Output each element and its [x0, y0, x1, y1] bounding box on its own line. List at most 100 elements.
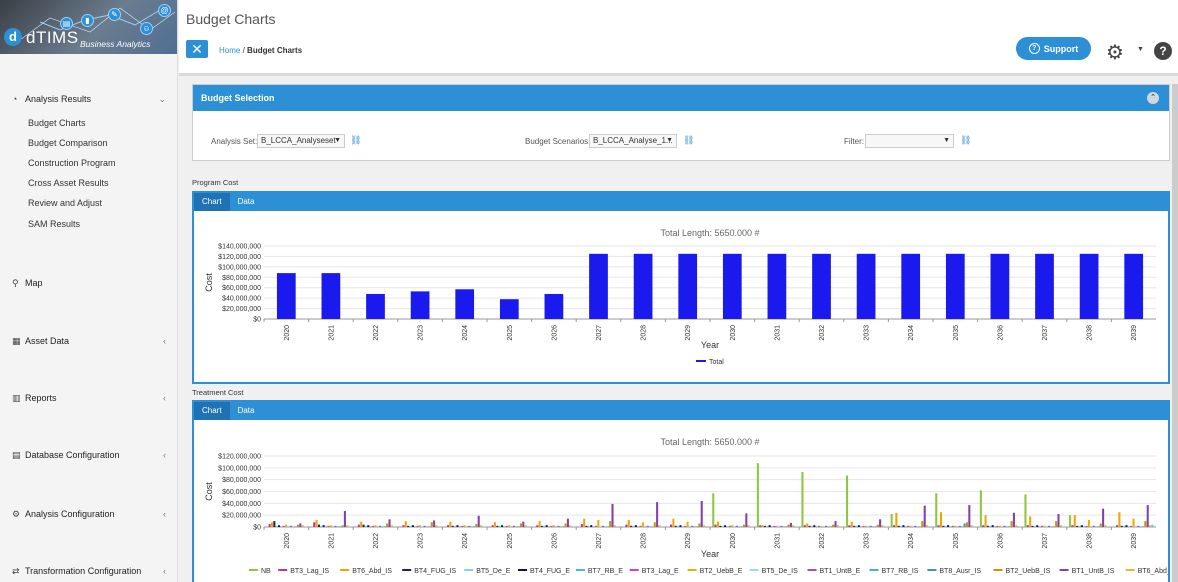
- bar[interactable]: [684, 525, 687, 527]
- bar[interactable]: [792, 525, 795, 527]
- bar[interactable]: [698, 523, 701, 527]
- bar[interactable]: [498, 525, 501, 527]
- bar[interactable]: [907, 525, 910, 527]
- bar[interactable]: [937, 525, 940, 527]
- bar[interactable]: [686, 521, 689, 527]
- bar[interactable]: [1036, 525, 1039, 527]
- bar[interactable]: [968, 505, 971, 527]
- bar[interactable]: [550, 525, 553, 527]
- legend-label[interactable]: BT6_Abd_E: [1138, 568, 1168, 575]
- bar[interactable]: [562, 526, 565, 527]
- bar[interactable]: [505, 525, 508, 527]
- bar[interactable]: [979, 490, 982, 527]
- sidebar-group-reports[interactable]: ▥ Reports ‹: [12, 390, 170, 406]
- bar[interactable]: [336, 526, 339, 527]
- bar[interactable]: [455, 289, 475, 319]
- tab-data[interactable]: Data: [237, 406, 255, 415]
- bar[interactable]: [381, 526, 384, 527]
- close-button[interactable]: ✕: [186, 40, 208, 58]
- bar[interactable]: [508, 525, 511, 527]
- logo[interactable]: ▤ ▮ ✎ ☺ @ d dTIMS Business Analytics: [0, 0, 177, 54]
- tab-chart[interactable]: Chart: [194, 193, 230, 211]
- bar[interactable]: [609, 521, 612, 527]
- bar[interactable]: [1139, 526, 1142, 527]
- bar[interactable]: [566, 518, 569, 527]
- bar[interactable]: [555, 525, 558, 527]
- sidebar-group-map[interactable]: ⚲ Map: [12, 275, 170, 291]
- bar[interactable]: [1035, 253, 1054, 319]
- bar[interactable]: [510, 525, 513, 527]
- bar[interactable]: [421, 525, 424, 527]
- bar[interactable]: [653, 522, 656, 527]
- bar[interactable]: [855, 525, 858, 527]
- bar[interactable]: [366, 293, 385, 319]
- bar[interactable]: [1130, 525, 1133, 527]
- bar[interactable]: [1151, 524, 1154, 527]
- bar[interactable]: [735, 525, 738, 527]
- bar[interactable]: [945, 253, 965, 319]
- bar[interactable]: [273, 521, 276, 527]
- bar[interactable]: [965, 522, 968, 527]
- bar[interactable]: [990, 253, 1010, 319]
- bar[interactable]: [1073, 515, 1076, 527]
- legend-label[interactable]: BT5_De_IS: [762, 568, 799, 575]
- bar[interactable]: [921, 521, 924, 527]
- bar[interactable]: [634, 525, 637, 527]
- bar[interactable]: [879, 519, 882, 527]
- bar[interactable]: [410, 291, 430, 319]
- bar[interactable]: [947, 525, 950, 527]
- bar[interactable]: [998, 525, 1001, 527]
- bar[interactable]: [770, 526, 774, 527]
- bar[interactable]: [426, 526, 429, 527]
- bar[interactable]: [942, 525, 945, 527]
- bar[interactable]: [437, 526, 440, 527]
- legend-label[interactable]: BT6_Abd_IS: [352, 568, 392, 575]
- bar[interactable]: [750, 526, 753, 527]
- bar[interactable]: [714, 524, 717, 527]
- bar[interactable]: [449, 521, 452, 527]
- bar[interactable]: [409, 525, 412, 527]
- bar[interactable]: [876, 524, 879, 527]
- bar[interactable]: [637, 526, 640, 527]
- bar[interactable]: [301, 525, 304, 527]
- caret-down-icon[interactable]: ▼: [1137, 46, 1144, 53]
- bar[interactable]: [649, 526, 652, 527]
- bar[interactable]: [705, 526, 708, 527]
- bar[interactable]: [850, 521, 853, 527]
- bar[interactable]: [414, 526, 417, 527]
- bar[interactable]: [767, 253, 787, 319]
- bar[interactable]: [722, 253, 742, 319]
- bar[interactable]: [766, 525, 769, 527]
- bar[interactable]: [402, 525, 405, 527]
- legend-label[interactable]: Total: [709, 359, 724, 366]
- budget-scenarios-select[interactable]: B_LCCA_Analyse_1... ▼: [589, 134, 677, 148]
- bar[interactable]: [435, 525, 438, 527]
- bar[interactable]: [1052, 526, 1055, 527]
- bar[interactable]: [348, 526, 351, 527]
- bar[interactable]: [339, 526, 342, 527]
- bar[interactable]: [646, 525, 649, 527]
- bar[interactable]: [1024, 494, 1027, 527]
- bar[interactable]: [897, 525, 900, 527]
- bar[interactable]: [1132, 518, 1135, 527]
- bar[interactable]: [1085, 525, 1088, 527]
- bar[interactable]: [1005, 526, 1008, 527]
- bar[interactable]: [678, 253, 698, 319]
- bar[interactable]: [848, 525, 851, 527]
- bar[interactable]: [973, 526, 976, 527]
- bar[interactable]: [681, 526, 684, 527]
- bar[interactable]: [480, 525, 483, 527]
- sidebar-item-budget-charts[interactable]: Budget Charts: [28, 118, 86, 128]
- bar[interactable]: [461, 525, 464, 527]
- bar[interactable]: [785, 526, 788, 527]
- bar[interactable]: [740, 526, 743, 527]
- bar[interactable]: [1134, 525, 1137, 527]
- bar[interactable]: [522, 521, 525, 527]
- bar[interactable]: [571, 526, 574, 527]
- bar[interactable]: [679, 525, 682, 527]
- bar[interactable]: [491, 525, 494, 527]
- bar[interactable]: [322, 525, 325, 527]
- bar[interactable]: [630, 525, 633, 527]
- bar[interactable]: [1137, 525, 1140, 527]
- bar[interactable]: [745, 513, 748, 527]
